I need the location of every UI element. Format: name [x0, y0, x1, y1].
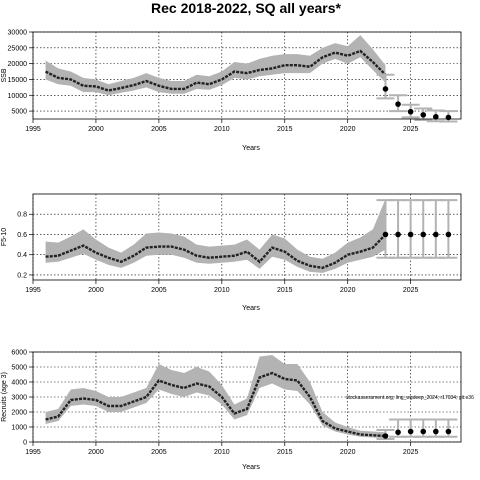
ssb-ytick-label-15000: 15000 — [8, 77, 28, 84]
recruits-proj-point-2024 — [395, 429, 401, 436]
fbar-xtick-label-2020: 2020 — [340, 287, 356, 294]
ssb-xtick-label-2020: 2020 — [340, 126, 356, 133]
recruits-ytick-label-1000: 1000 — [11, 425, 27, 432]
ssb-xtick-label-1995: 1995 — [25, 126, 41, 133]
ssb-ci-band — [45, 35, 386, 96]
ssb-proj-point-2025 — [407, 108, 414, 115]
fbar-ytick-label-0.8: 0.8 — [17, 212, 27, 219]
recruits-panel: 1995 2000 2005 2010 2015 2020 2025 0 1000 2000 300… — [1, 350, 462, 471]
recruits-ylabel: Recruits (age 3) — [1, 372, 8, 422]
fbar-xtick-label-2000: 2000 — [88, 287, 104, 294]
recruits-xtick-label-2015: 2015 — [277, 449, 293, 456]
ssb-ytick-label-30000: 30000 — [8, 30, 28, 37]
recruits-ci-band — [45, 355, 386, 439]
fbar-frame — [32, 193, 462, 281]
fbar-xtick-label-2025: 2025 — [403, 287, 419, 294]
recruits-proj-point-2027 — [433, 428, 439, 435]
fbar-xtick-label-2015: 2015 — [277, 287, 293, 294]
fbar-estimate-line — [45, 233, 387, 270]
recruits-proj-point-2028 — [445, 428, 452, 435]
recruits-ytick-label-0: 0 — [23, 440, 27, 447]
fbar-ytick-label-0.6: 0.6 — [17, 232, 27, 239]
fbar-proj-point-2024 — [395, 231, 401, 238]
ssb-ytick-label-25000: 25000 — [8, 45, 28, 52]
ssb-ytick-label-10000: 10000 — [8, 93, 28, 100]
recruits-ytick-label-2000: 2000 — [11, 410, 27, 417]
fbar-ci-band — [45, 199, 386, 273]
ssb-ytick-label-5000: 5000 — [11, 109, 27, 116]
recruits-xlabel: Years — [242, 464, 260, 471]
recruits-xtick-label-2000: 2000 — [88, 449, 104, 456]
ssb-xtick-label-2025: 2025 — [403, 126, 419, 133]
recruits-xtick-label-2025: 2025 — [403, 449, 419, 456]
fbar-xtick-label-2010: 2010 — [214, 287, 230, 294]
assessment-annotation: stockassessment.org; ling_wgdeep_2024; r… — [346, 395, 474, 401]
recruits-xtick-label-2010: 2010 — [214, 449, 230, 456]
ssb-proj-point-2023 — [382, 86, 389, 92]
recruits-xtick-label-2020: 2020 — [340, 449, 356, 456]
recruits-estimate-line — [45, 371, 386, 438]
fbar-proj-point-2023 — [382, 231, 389, 238]
ssb-xtick-label-2005: 2005 — [151, 126, 167, 133]
recruits-xtick-label-2005: 2005 — [151, 449, 167, 456]
recruits-xtick-label-1995: 1995 — [25, 449, 41, 456]
fbar-proj-point-2025 — [407, 231, 414, 238]
fbar-proj-point-2027 — [433, 231, 439, 238]
ssb-proj-point-2026 — [420, 112, 427, 118]
fbar-ylabel: F5-10 — [1, 228, 8, 246]
fbar-panel: 1995 2000 2005 2010 2015 2020 2025 0.2 0.4 0.6 0.8… — [1, 193, 462, 312]
fbar-xlabel: Years — [242, 305, 260, 312]
ssb-panel: 1995 2000 2005 2010 2015 2020 2025 5000 10000 150… — [1, 30, 462, 152]
ssb-proj-point-2024 — [395, 101, 401, 107]
ssb-frame — [32, 31, 462, 120]
ssb-estimate-line — [45, 49, 387, 92]
recruits-ytick-label-4000: 4000 — [11, 380, 27, 387]
figure-title: Rec 2018-2022, SQ all years* — [151, 0, 341, 16]
panels: 1995 2000 2005 2010 2015 2020 2025500010000150… — [1, 30, 462, 471]
recruits-ytick-label-3000: 3000 — [11, 395, 27, 402]
fbar-proj-point-2028 — [445, 231, 452, 238]
fbar-proj-point-2026 — [420, 231, 427, 238]
ssb-xtick-label-2010: 2010 — [214, 126, 230, 133]
fbar-xtick-label-2005: 2005 — [151, 287, 167, 294]
recruits-proj-point-2026 — [420, 428, 427, 435]
recruits-ytick-label-5000: 5000 — [11, 365, 27, 372]
ssb-xlabel: Years — [242, 145, 260, 152]
recruits-ytick-label-6000: 6000 — [11, 350, 27, 357]
ssb-xtick-label-2015: 2015 — [277, 126, 293, 133]
recruits-proj-point-2025 — [407, 428, 414, 435]
fbar-ytick-label-0.2: 0.2 — [17, 272, 27, 279]
ssb-proj-point-2027 — [433, 113, 439, 120]
fbar-ytick-label-0.4: 0.4 — [17, 252, 27, 259]
recruits-proj-point-2023 — [382, 433, 389, 439]
ssb-ylabel: SSB — [1, 68, 8, 82]
fbar-xtick-label-1995: 1995 — [25, 287, 41, 294]
ssb-ytick-label-20000: 20000 — [8, 61, 28, 68]
ssb-xtick-label-2000: 2000 — [88, 126, 104, 133]
